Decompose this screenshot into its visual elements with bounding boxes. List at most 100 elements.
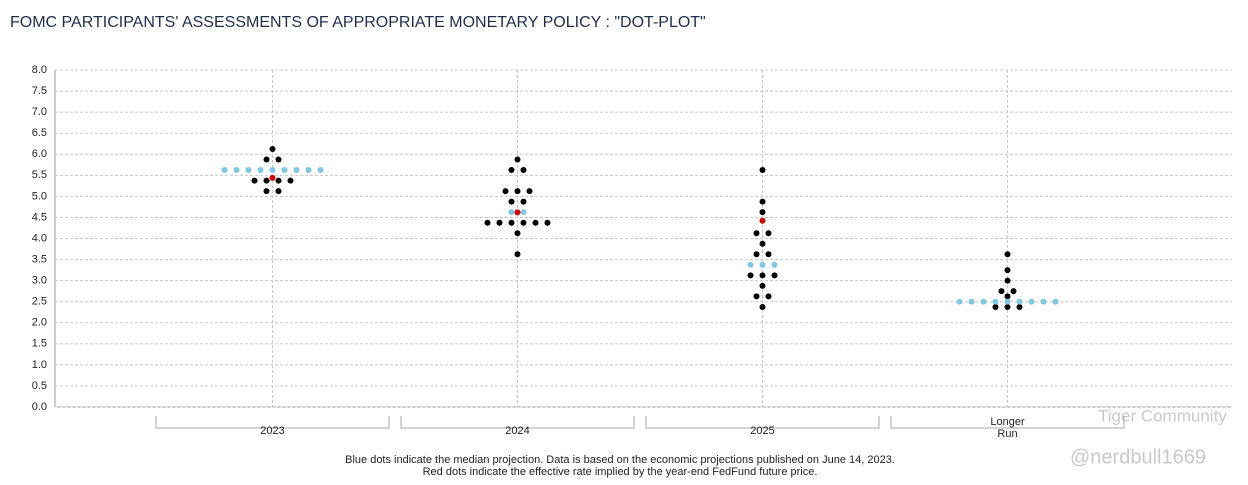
dot [502, 188, 509, 195]
dot [514, 188, 521, 195]
dot [269, 167, 276, 174]
effective-rate-dot [759, 217, 766, 224]
dot [771, 261, 778, 268]
y-tick-label: 4.0 [32, 232, 47, 244]
dot [998, 288, 1005, 295]
dot [269, 145, 276, 152]
dot [1004, 251, 1011, 258]
dot [1052, 298, 1059, 305]
dot [508, 219, 515, 226]
dot [275, 156, 282, 163]
dot [514, 156, 521, 163]
watermark: @nerdbull1669 [1070, 446, 1206, 468]
y-tick-label: 2.5 [32, 296, 47, 308]
x-tick-label: 2023 [260, 425, 284, 437]
chart-title: FOMC PARTICIPANTS' ASSESSMENTS OF APPROP… [10, 14, 706, 31]
y-tick-label: 6.5 [32, 127, 47, 139]
dot [293, 167, 300, 174]
dot [992, 298, 999, 305]
dot [753, 293, 760, 300]
effective-rate-dot [269, 174, 276, 181]
dot [759, 261, 766, 268]
category-bracket [890, 416, 1125, 429]
x-tick-label: 2025 [750, 425, 774, 437]
dot [520, 209, 527, 216]
dot [526, 188, 533, 195]
dot [544, 219, 551, 226]
y-tick-label: 8.0 [32, 64, 47, 76]
dot [263, 177, 270, 184]
effective-rate-dot [514, 209, 521, 216]
dot [747, 261, 754, 268]
y-tick-label: 7.0 [32, 106, 47, 118]
y-tick-label: 1.5 [32, 338, 47, 350]
y-tick-label: 4.5 [32, 211, 47, 223]
dot [520, 219, 527, 226]
dot [759, 198, 766, 205]
footnote: Blue dots indicate the median projection… [345, 454, 895, 466]
dot [496, 219, 503, 226]
y-tick-label: 0.5 [32, 380, 47, 392]
dot [968, 298, 975, 305]
dot [753, 230, 760, 237]
dot [753, 251, 760, 258]
dot [1040, 298, 1047, 305]
dot [771, 272, 778, 279]
dot [1004, 293, 1011, 300]
dot [759, 209, 766, 216]
dot [508, 209, 515, 216]
dot [508, 167, 515, 174]
y-tick-label: 5.0 [32, 190, 47, 202]
category-bracket [155, 416, 390, 429]
dot [759, 282, 766, 289]
dot [1004, 277, 1011, 284]
category-bracket [400, 416, 635, 429]
dot [484, 219, 491, 226]
dot [956, 298, 963, 305]
y-tick-label: 1.0 [32, 359, 47, 371]
dot [508, 198, 515, 205]
dot [1004, 303, 1011, 310]
dot [275, 177, 282, 184]
dot [1028, 298, 1035, 305]
watermark: Tiger Community [1098, 406, 1227, 425]
y-tick-label: 7.5 [32, 85, 47, 97]
dot [514, 230, 521, 237]
dot [520, 167, 527, 174]
y-tick-label: 3.0 [32, 275, 47, 287]
dot [759, 272, 766, 279]
dot [1010, 288, 1017, 295]
dot [1016, 298, 1023, 305]
dot [275, 188, 282, 195]
x-tick-label: 2024 [505, 425, 529, 437]
dot [305, 167, 312, 174]
dot [281, 167, 288, 174]
dot [257, 167, 264, 174]
dot [263, 188, 270, 195]
dot [765, 230, 772, 237]
dot [251, 177, 258, 184]
x-tick-label: Longer Run [990, 416, 1025, 440]
category-bracket [645, 416, 880, 429]
dot [1004, 298, 1011, 305]
y-tick-label: 2.0 [32, 317, 47, 329]
dot [263, 156, 270, 163]
dot [532, 219, 539, 226]
dot [245, 167, 252, 174]
y-tick-label: 3.5 [32, 253, 47, 265]
dot [520, 198, 527, 205]
dot [980, 298, 987, 305]
dot [765, 293, 772, 300]
dot [759, 303, 766, 310]
dot [1004, 267, 1011, 274]
dot [747, 272, 754, 279]
dot [514, 251, 521, 258]
y-tick-label: 5.5 [32, 169, 47, 181]
dot [759, 240, 766, 247]
dot [317, 167, 324, 174]
dot [221, 167, 228, 174]
y-tick-label: 0.0 [32, 401, 47, 413]
dot [992, 303, 999, 310]
dot [287, 177, 294, 184]
